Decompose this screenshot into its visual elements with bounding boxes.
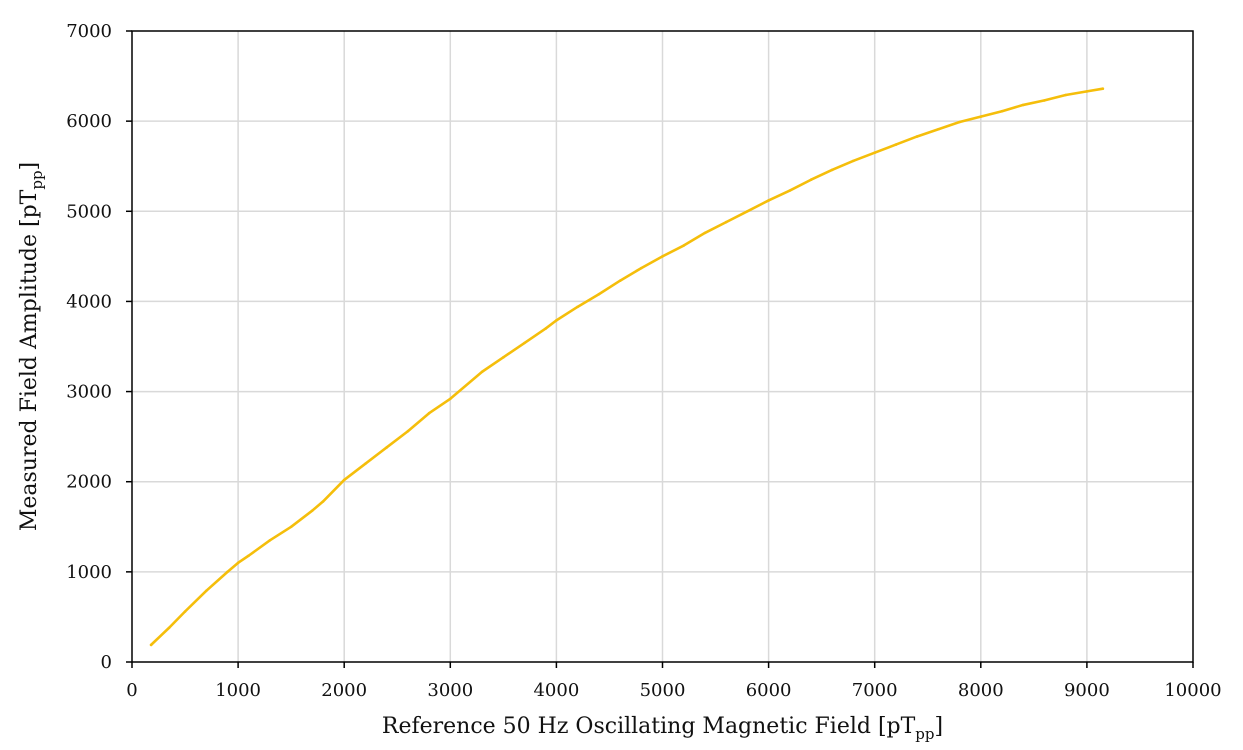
data-point (809, 178, 813, 182)
y-tick-label: 7000 (66, 21, 112, 42)
data-point (937, 127, 940, 131)
y-tick-label: 3000 (66, 382, 112, 403)
y-tick-label: 4000 (66, 291, 112, 312)
y-axis-title-close: ] (17, 162, 42, 171)
y-axis-title: Measured Field Amplitude [pTpp] (17, 162, 46, 531)
y-axis-ticks: 0 1000 2000 3000 4000 5000 6000 7000 (66, 21, 132, 673)
x-axis-title: Reference 50 Hz Oscillating Magnetic Fie… (382, 714, 943, 743)
x-axis-title-main: Reference 50 Hz Oscillating Magnetic Fie… (382, 714, 916, 739)
data-point (1043, 99, 1046, 102)
data-point (406, 429, 410, 433)
data-point (1000, 109, 1004, 113)
y-tick-label: 0 (101, 652, 112, 673)
data-point (236, 561, 240, 565)
x-tick-label: 1000 (215, 680, 261, 701)
data-point (167, 626, 171, 630)
data-point (149, 643, 153, 647)
data-point (576, 305, 579, 309)
data-point (788, 189, 792, 192)
data-point (1101, 87, 1105, 90)
x-tick-label: 5000 (640, 680, 686, 701)
data-point (449, 397, 452, 401)
data-point (204, 589, 208, 593)
data-point (915, 135, 919, 138)
series-layer (149, 87, 1105, 647)
y-tick-label: 6000 (66, 111, 112, 132)
data-point (183, 610, 187, 613)
x-tick-label: 8000 (958, 680, 1004, 701)
data-point (597, 292, 601, 296)
data-point (618, 279, 622, 282)
data-point (1064, 93, 1067, 97)
x-tick-label: 7000 (852, 680, 898, 701)
y-axis-title-subscript: pp (28, 170, 46, 189)
data-point (523, 341, 526, 345)
data-point (639, 266, 643, 270)
grid-lines (132, 31, 1193, 662)
data-point (830, 168, 834, 172)
data-point (364, 462, 367, 465)
data-point (342, 478, 346, 482)
data-point (852, 159, 855, 163)
x-tick-label: 3000 (427, 680, 473, 701)
x-tick-label: 4000 (533, 680, 579, 701)
data-point (226, 570, 229, 574)
data-point (724, 220, 728, 224)
data-point (1021, 103, 1025, 107)
x-axis-ticks: 0 1000 2000 3000 4000 5000 6000 7000 8000 9000 100… (126, 662, 1222, 701)
data-point (979, 115, 983, 118)
x-axis-title-close: ] (935, 714, 944, 739)
y-tick-label: 5000 (66, 201, 112, 222)
data-point (480, 370, 484, 374)
data-point (544, 327, 548, 330)
y-axis-title-main: Measured Field Amplitude [pT (17, 189, 42, 531)
y-tick-label: 2000 (66, 472, 112, 493)
data-point (289, 525, 293, 529)
series-line-0 (149, 87, 1105, 647)
data-point (767, 199, 770, 202)
x-tick-label: 6000 (746, 680, 792, 701)
data-point (268, 539, 272, 542)
data-point (555, 319, 558, 322)
data-point (682, 244, 686, 247)
data-point (894, 143, 898, 146)
x-tick-label: 2000 (321, 680, 367, 701)
x-axis-title-subscript: pp (915, 725, 934, 743)
x-tick-label: 9000 (1064, 680, 1110, 701)
data-point (958, 120, 961, 124)
data-point (502, 356, 505, 359)
y-tick-label: 1000 (66, 562, 112, 583)
data-point (311, 509, 314, 512)
data-point (873, 151, 876, 154)
data-point (385, 446, 388, 449)
data-point (661, 255, 664, 258)
data-point (247, 554, 251, 557)
data-point (746, 209, 749, 213)
x-tick-label: 10000 (1164, 680, 1221, 701)
data-point (703, 231, 707, 235)
data-point (1085, 90, 1089, 93)
x-tick-label: 0 (126, 680, 137, 701)
data-point (321, 500, 325, 503)
data-point (427, 411, 431, 415)
